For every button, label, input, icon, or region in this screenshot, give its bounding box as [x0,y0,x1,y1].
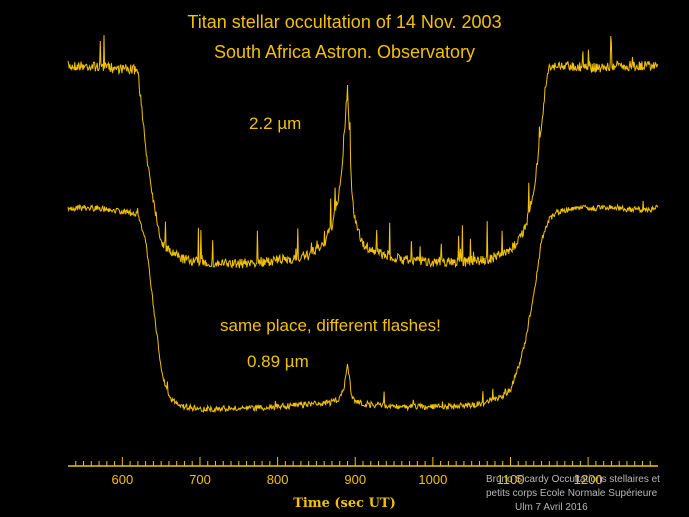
series-line-2-2um [67,35,659,269]
x-axis: 600 700 800 900 1000 1100 1200 [68,457,658,487]
annotation-middle: same place, different flashes! [220,316,441,335]
footer-line-1: Bruno Sicardy Occultations stellaires et [486,474,660,485]
annotation-lower-curve: 0.89 µm [247,352,309,371]
slide-subtitle: South Africa Astron. Observatory [213,42,476,62]
x-tick-label: 700 [189,472,211,487]
footer-line-3: Ulm 7 Avril 2016 [515,502,588,513]
x-tick-label: 600 [111,472,133,487]
slide-title: Titan stellar occultation of 14 Nov. 200… [187,12,502,32]
annotation-upper-curve: 2.2 µm [249,114,302,133]
x-tick-label: 800 [267,472,289,487]
x-axis-label: Time (sec UT) [293,496,396,511]
x-tick-label: 900 [344,472,366,487]
footer-line-2: petits corps Ecole Normale Supérieure [486,488,658,499]
x-tick-label: 1000 [418,472,447,487]
light-curves [67,35,659,414]
series-line-0-89um [67,200,659,414]
x-tick-label: 1100 [497,472,525,487]
x-tick-label: 1200 [574,472,603,487]
